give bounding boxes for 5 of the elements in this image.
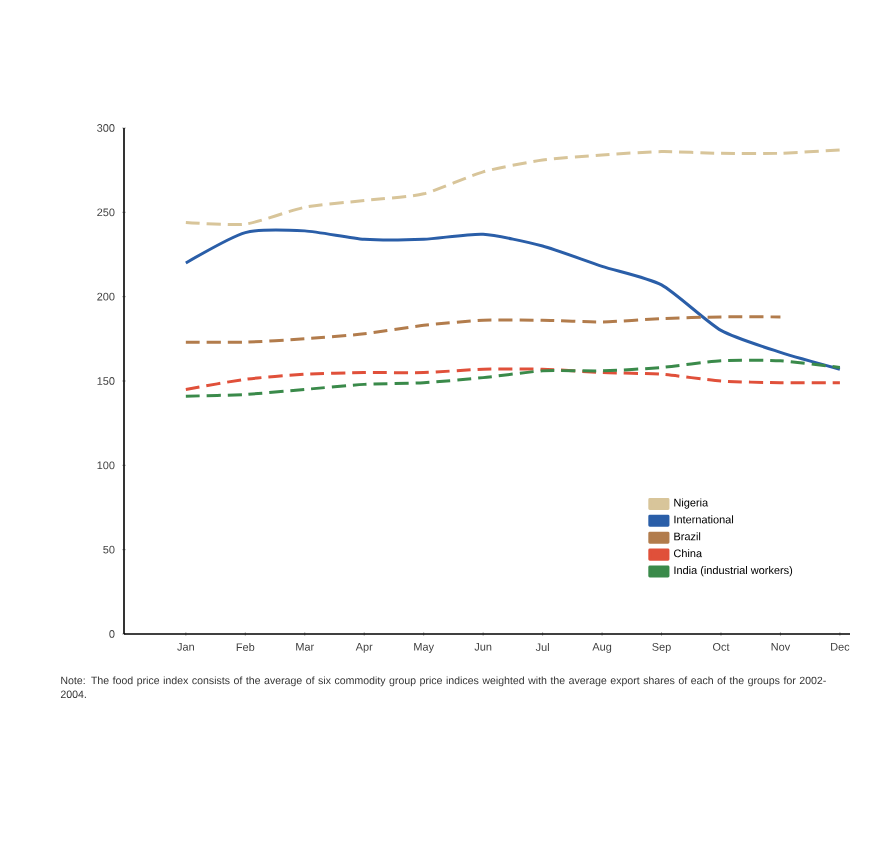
line-series: [184, 315, 782, 344]
line-series: [184, 358, 842, 398]
line-series: [184, 367, 842, 391]
line-series: [184, 228, 842, 371]
line-series: [184, 148, 842, 227]
